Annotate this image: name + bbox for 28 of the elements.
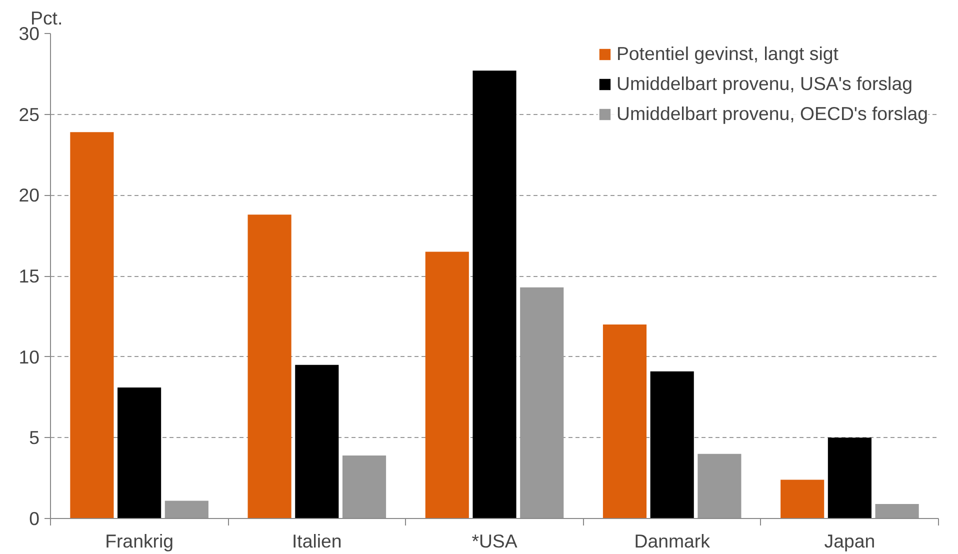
legend-label: Umiddelbart provenu, OECD's forslag bbox=[616, 103, 928, 125]
bar bbox=[780, 480, 824, 518]
bar bbox=[164, 500, 208, 518]
y-tick-label: 25 bbox=[18, 104, 40, 125]
x-tick-label: Frankrig bbox=[105, 530, 174, 552]
bar bbox=[70, 132, 114, 518]
y-tick-label: 10 bbox=[18, 346, 40, 368]
y-tick-label: 20 bbox=[18, 184, 40, 206]
x-tick-label: Italien bbox=[292, 530, 342, 552]
legend-label: Umiddelbart provenu, USA's forslag bbox=[616, 73, 912, 95]
bar bbox=[425, 252, 469, 518]
y-tick-label: 0 bbox=[29, 508, 40, 529]
bar bbox=[698, 454, 742, 518]
x-tick-label: Japan bbox=[824, 530, 876, 552]
bar bbox=[650, 371, 694, 518]
bar bbox=[828, 438, 872, 518]
x-tick-label: Danmark bbox=[634, 530, 711, 552]
bar bbox=[248, 214, 292, 518]
y-tick-label: 15 bbox=[18, 266, 40, 286]
bar bbox=[472, 70, 516, 518]
bar bbox=[295, 364, 339, 518]
x-tick-label: *USA bbox=[472, 530, 518, 552]
legend-label: Potentiel gevinst, langt sigt bbox=[616, 43, 838, 65]
bar bbox=[118, 388, 162, 518]
y-tick-label: 5 bbox=[29, 427, 40, 448]
bar bbox=[875, 504, 919, 518]
bar bbox=[602, 324, 647, 518]
bar bbox=[342, 455, 386, 518]
